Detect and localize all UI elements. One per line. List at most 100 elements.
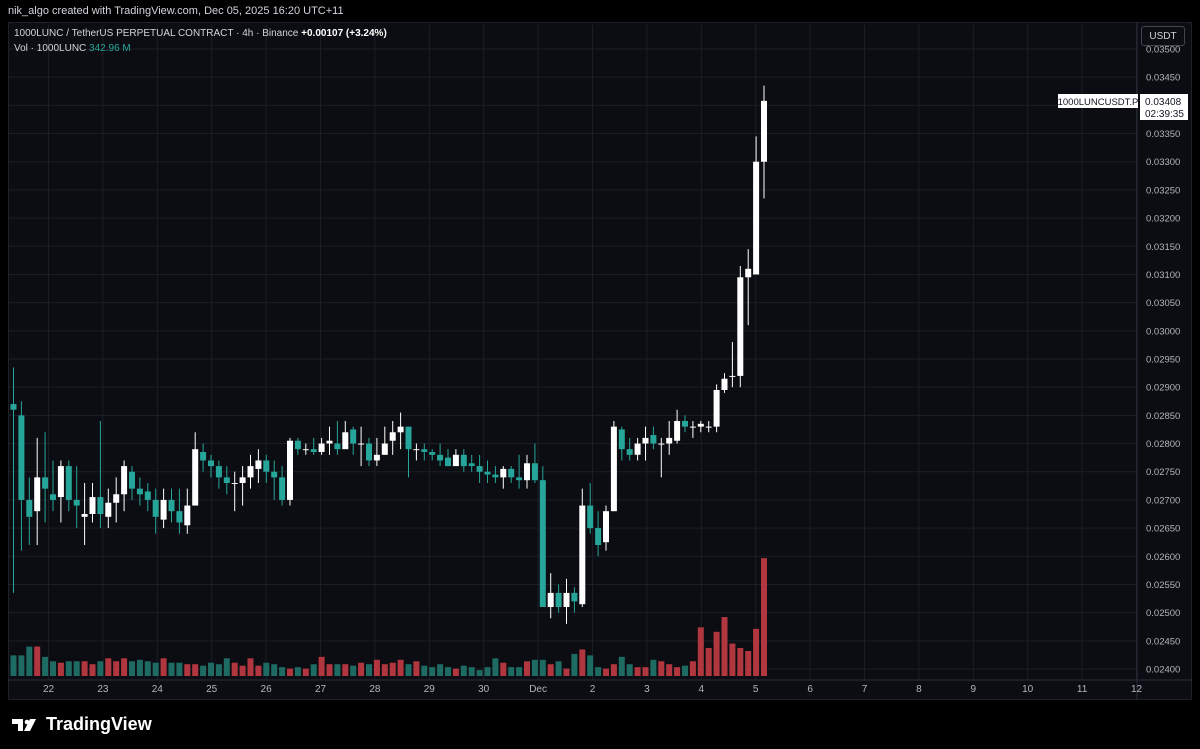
x-tick-label: 7 bbox=[862, 684, 868, 695]
volume-bar bbox=[626, 664, 633, 676]
volume-bar bbox=[650, 659, 657, 676]
currency-button[interactable]: USDT bbox=[1141, 26, 1185, 46]
candle-body bbox=[563, 592, 570, 607]
volume-bar bbox=[121, 658, 128, 676]
candle bbox=[326, 426, 333, 455]
chart-legend: 1000LUNC / TetherUS PERPETUAL CONTRACT ·… bbox=[14, 28, 387, 54]
candle bbox=[642, 426, 649, 461]
candle-body bbox=[721, 378, 728, 390]
candle bbox=[492, 466, 499, 483]
y-tick-label: 0.03450 bbox=[1146, 73, 1180, 84]
candle-body bbox=[445, 457, 451, 467]
volume-bar bbox=[113, 661, 120, 676]
volume-bar bbox=[105, 658, 112, 676]
time-axis[interactable]: 22 23 24 25 26 27 28 29 30 Dec 2 3 4 5 6 7 8 9 10 11 12 bbox=[8, 679, 1192, 695]
candle bbox=[350, 426, 357, 455]
candle bbox=[287, 437, 293, 506]
candle-body bbox=[666, 437, 673, 444]
volume-bar bbox=[160, 658, 167, 676]
candle-body bbox=[26, 499, 33, 517]
tradingview-logo[interactable]: TradingView bbox=[12, 714, 152, 735]
candle bbox=[121, 460, 128, 512]
candle-body bbox=[279, 477, 286, 500]
candle bbox=[721, 373, 728, 393]
candle-body bbox=[729, 375, 736, 377]
candle-body bbox=[595, 528, 602, 545]
volume-bar bbox=[168, 662, 175, 676]
candle-body bbox=[310, 449, 317, 452]
volume-bar bbox=[200, 665, 207, 676]
candle bbox=[445, 449, 451, 467]
x-tick-label: 22 bbox=[43, 684, 55, 695]
candle bbox=[531, 443, 538, 483]
x-tick-label: 5 bbox=[753, 684, 759, 695]
chart-frame[interactable] bbox=[8, 22, 1192, 700]
candle-body bbox=[610, 426, 617, 512]
candle-body bbox=[484, 471, 491, 475]
x-tick-label: 12 bbox=[1131, 684, 1143, 695]
x-tick-label: 27 bbox=[315, 684, 327, 695]
candle-body bbox=[34, 477, 41, 512]
volume-bar bbox=[310, 664, 317, 676]
candle-body bbox=[516, 477, 523, 481]
candle-body bbox=[547, 592, 554, 607]
x-tick-label: 25 bbox=[206, 684, 218, 695]
candle-body bbox=[468, 463, 475, 467]
candle bbox=[429, 449, 436, 461]
candle bbox=[81, 483, 88, 545]
volume-bar bbox=[468, 667, 475, 676]
volume-bar bbox=[184, 664, 191, 676]
candle bbox=[176, 488, 183, 534]
price-axis[interactable]: 0.02400 0.02450 0.02500 0.02550 0.02600 0.026… bbox=[1136, 22, 1180, 700]
x-tick-label: 30 bbox=[478, 684, 490, 695]
candle bbox=[89, 483, 96, 523]
candle bbox=[666, 421, 673, 455]
candle-body bbox=[350, 429, 357, 444]
candle-body bbox=[223, 477, 230, 483]
volume-bar bbox=[271, 664, 278, 676]
volume-bar bbox=[571, 653, 578, 676]
volume-bar bbox=[705, 648, 712, 676]
candle bbox=[460, 449, 467, 472]
volume-bar bbox=[745, 650, 752, 676]
volume-bar bbox=[753, 628, 760, 676]
volume-bar bbox=[10, 655, 17, 676]
volume-bar bbox=[247, 658, 254, 676]
volume-label: Vol · 1000LUNC bbox=[14, 43, 87, 54]
candle bbox=[421, 443, 428, 461]
candle-body bbox=[642, 437, 649, 444]
candle-body bbox=[587, 505, 594, 529]
candle bbox=[97, 421, 104, 529]
candle bbox=[200, 443, 207, 472]
candle bbox=[697, 421, 704, 433]
candle-body bbox=[81, 514, 88, 517]
candle-body bbox=[358, 443, 365, 445]
candle bbox=[136, 477, 143, 506]
candle-body bbox=[761, 100, 767, 162]
volume-bar bbox=[666, 664, 673, 676]
candle-body bbox=[255, 460, 262, 469]
volume-bar bbox=[539, 659, 546, 676]
volume-bar bbox=[603, 668, 609, 676]
volume-bar bbox=[287, 668, 293, 676]
candle bbox=[595, 511, 602, 557]
candle-body bbox=[208, 460, 214, 467]
y-tick-label: 0.03500 bbox=[1146, 45, 1180, 56]
volume-bar bbox=[618, 656, 625, 676]
candle-body bbox=[50, 494, 56, 500]
volume-bar bbox=[389, 662, 396, 676]
candle-body bbox=[65, 466, 72, 500]
x-tick-label: 28 bbox=[369, 684, 381, 695]
candle bbox=[65, 460, 72, 512]
candle bbox=[129, 466, 135, 500]
y-tick-label: 0.02450 bbox=[1146, 636, 1180, 647]
candle-body bbox=[129, 471, 135, 489]
y-tick-label: 0.02600 bbox=[1146, 552, 1180, 563]
candle bbox=[484, 460, 491, 483]
candle bbox=[626, 437, 633, 461]
x-tick-label: 4 bbox=[699, 684, 705, 695]
volume-bar bbox=[642, 667, 649, 676]
x-tick-label: 9 bbox=[971, 684, 977, 695]
volume-bar bbox=[445, 667, 451, 676]
